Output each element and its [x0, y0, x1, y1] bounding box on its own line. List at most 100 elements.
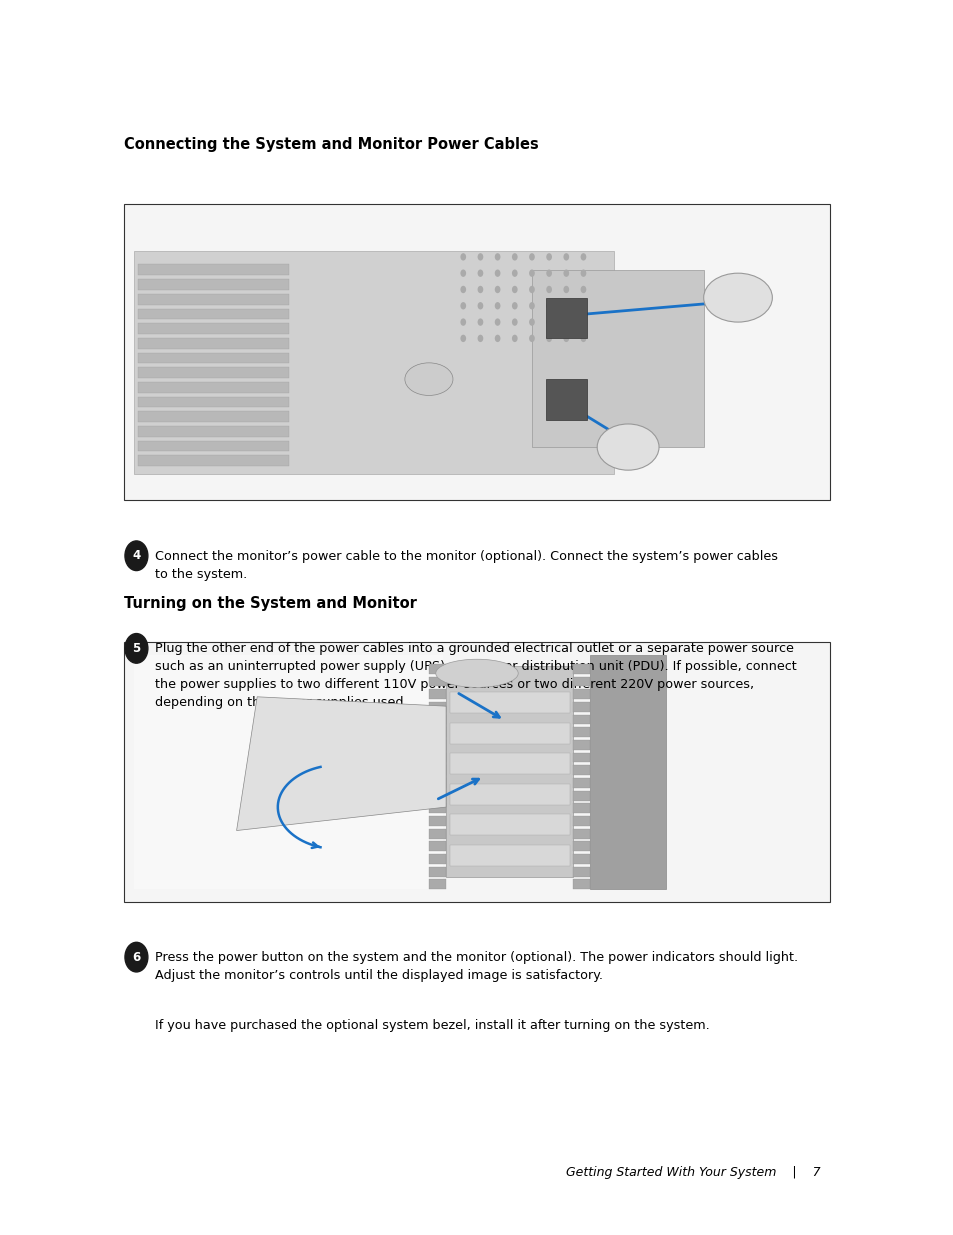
Circle shape	[563, 335, 569, 342]
Bar	[429, 740, 446, 750]
Bar	[429, 715, 446, 725]
Bar	[138, 338, 289, 348]
Bar	[449, 692, 569, 714]
Circle shape	[580, 319, 586, 326]
Bar	[429, 778, 446, 788]
Circle shape	[563, 319, 569, 326]
Circle shape	[477, 335, 483, 342]
Circle shape	[546, 335, 552, 342]
Bar	[429, 790, 446, 800]
Bar	[573, 778, 590, 788]
Bar	[573, 867, 590, 877]
Circle shape	[563, 253, 569, 261]
Circle shape	[580, 285, 586, 293]
Bar	[573, 816, 590, 826]
Text: Getting Started With Your System    |    7: Getting Started With Your System | 7	[565, 1166, 820, 1179]
Bar	[449, 784, 569, 805]
Text: 5: 5	[132, 642, 140, 655]
Circle shape	[477, 319, 483, 326]
Circle shape	[460, 253, 466, 261]
Bar	[545, 379, 586, 420]
Circle shape	[125, 942, 148, 972]
Bar	[573, 701, 590, 711]
Bar	[573, 727, 590, 737]
Bar	[133, 655, 442, 889]
Circle shape	[477, 269, 483, 277]
Bar	[138, 294, 289, 305]
Ellipse shape	[404, 363, 453, 395]
Bar	[573, 790, 590, 800]
Circle shape	[460, 285, 466, 293]
Circle shape	[529, 285, 535, 293]
Bar	[138, 396, 289, 408]
Bar	[138, 309, 289, 320]
Bar	[573, 841, 590, 851]
Circle shape	[529, 253, 535, 261]
Text: Press the power button on the system and the monitor (optional). The power indic: Press the power button on the system and…	[154, 951, 797, 982]
Circle shape	[512, 253, 517, 261]
Bar	[573, 740, 590, 750]
Bar	[429, 677, 446, 687]
Circle shape	[580, 253, 586, 261]
Bar	[573, 766, 590, 776]
Circle shape	[580, 335, 586, 342]
Circle shape	[495, 319, 500, 326]
Bar	[429, 879, 446, 889]
Text: Turning on the System and Monitor: Turning on the System and Monitor	[124, 597, 416, 611]
Circle shape	[512, 269, 517, 277]
Text: Plug the other end of the power cables into a grounded electrical outlet or a se: Plug the other end of the power cables i…	[154, 642, 796, 709]
Bar	[449, 753, 569, 774]
Bar	[429, 829, 446, 839]
Bar	[138, 264, 289, 275]
Bar	[138, 352, 289, 363]
Bar	[138, 441, 289, 452]
Bar	[573, 879, 590, 889]
Circle shape	[563, 303, 569, 310]
Circle shape	[529, 335, 535, 342]
Bar	[573, 752, 590, 762]
Circle shape	[529, 269, 535, 277]
Bar	[545, 298, 586, 338]
Bar	[429, 689, 446, 699]
Circle shape	[460, 319, 466, 326]
Circle shape	[546, 269, 552, 277]
Bar	[124, 642, 829, 902]
Circle shape	[512, 335, 517, 342]
Circle shape	[477, 253, 483, 261]
Bar	[532, 270, 703, 447]
Bar	[133, 252, 614, 474]
Bar	[429, 803, 446, 813]
Bar	[449, 814, 569, 835]
Circle shape	[580, 269, 586, 277]
Circle shape	[495, 303, 500, 310]
Circle shape	[529, 319, 535, 326]
Text: 6: 6	[132, 951, 140, 963]
Bar	[138, 426, 289, 437]
Bar	[429, 664, 446, 674]
Circle shape	[546, 319, 552, 326]
Ellipse shape	[436, 659, 517, 688]
Text: Connecting the System and Monitor Power Cables: Connecting the System and Monitor Power …	[124, 137, 538, 152]
Bar	[138, 367, 289, 378]
Text: Connect the monitor’s power cable to the monitor (optional). Connect the system’: Connect the monitor’s power cable to the…	[154, 550, 777, 580]
Bar	[138, 324, 289, 333]
Circle shape	[529, 303, 535, 310]
Circle shape	[580, 303, 586, 310]
Circle shape	[460, 303, 466, 310]
Bar	[429, 841, 446, 851]
Bar	[429, 701, 446, 711]
Circle shape	[477, 285, 483, 293]
Bar	[138, 279, 289, 290]
Circle shape	[495, 269, 500, 277]
Bar	[573, 715, 590, 725]
Bar	[590, 655, 665, 889]
Bar	[138, 456, 289, 466]
Bar	[573, 803, 590, 813]
Bar	[138, 382, 289, 393]
Bar	[429, 727, 446, 737]
Circle shape	[546, 303, 552, 310]
Ellipse shape	[703, 273, 772, 322]
Circle shape	[460, 335, 466, 342]
Circle shape	[546, 285, 552, 293]
Circle shape	[563, 269, 569, 277]
